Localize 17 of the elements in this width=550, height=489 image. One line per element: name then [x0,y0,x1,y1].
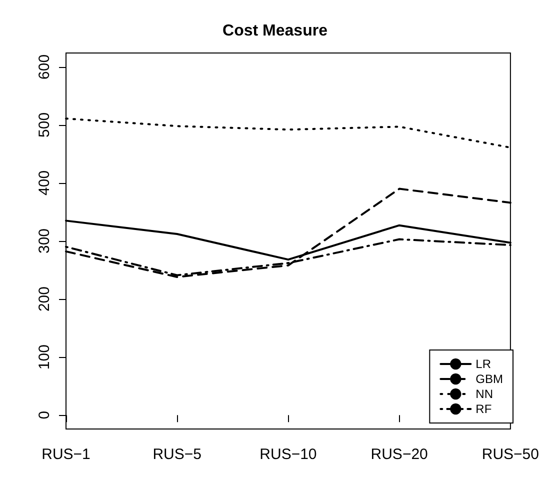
x-tick-label: RUS−20 [370,446,428,463]
legend-label: LR [476,357,492,371]
y-tick-label: 300 [36,228,53,254]
x-tick-label: RUS−50 [482,446,540,463]
x-tick-label: RUS−5 [152,446,202,463]
legend-label: NN [476,387,494,401]
y-tick-label: 0 [36,410,53,420]
y-tick-label: 500 [36,112,53,138]
y-tick-label: 400 [36,170,53,196]
x-tick-label: RUS−10 [260,446,317,463]
y-tick-label: 100 [36,344,53,370]
legend-label: GBM [476,372,504,386]
chart-title: Cost Measure [222,22,328,40]
y-tick-label: 600 [36,54,53,80]
legend-label: RF [476,402,492,416]
x-tick-label: RUS−1 [42,446,90,463]
y-tick-label: 200 [36,286,53,312]
